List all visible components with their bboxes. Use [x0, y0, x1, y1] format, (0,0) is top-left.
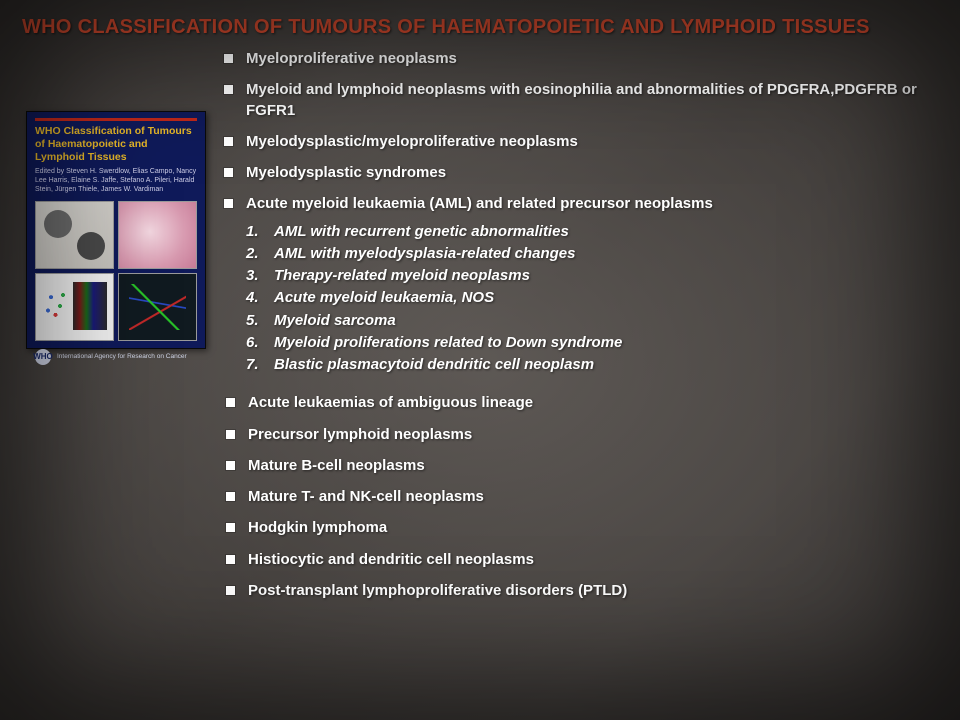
book-footer-text: International Agency for Research on Can… [57, 353, 187, 361]
item-number: 3. [246, 266, 259, 286]
content-row: WHO Classification of Tumours of Haemato… [22, 49, 938, 389]
bullet-text: Myelodysplastic/myeloproliferative neopl… [246, 133, 578, 150]
list-item: Mature T- and NK-cell neoplasms [226, 487, 938, 507]
list-item: Acute myeloid leukaemia (AML) and relate… [224, 194, 938, 214]
item-text: AML with myelodysplasia-related changes [274, 245, 575, 262]
bullet-text: Myeloproliferative neoplasms [246, 50, 457, 67]
slide-title: WHO CLASSIFICATION OF TUMOURS OF HAEMATO… [22, 16, 938, 39]
bullet-text: Histiocytic and dendritic cell neoplasms [248, 551, 534, 568]
bullet-text: Mature T- and NK-cell neoplasms [248, 488, 484, 505]
bullet-text: Myeloid and lymphoid neoplasms with eosi… [246, 81, 917, 118]
numbered-list: 1. AML with recurrent genetic abnormaliti… [246, 222, 938, 376]
list-item: Histiocytic and dendritic cell neoplasms [226, 550, 938, 570]
item-number: 1. [246, 222, 259, 242]
book-editors: Edited by Steven H. Swerdlow, Elias Camp… [35, 168, 197, 194]
book-image-grid [35, 201, 197, 341]
book-cover-image: WHO Classification of Tumours of Haemato… [26, 111, 206, 349]
bullet-text: Hodgkin lymphoma [248, 519, 387, 536]
list-item: 4. Acute myeloid leukaemia, NOS [246, 288, 938, 308]
list-item: Post-transplant lymphoproliferative diso… [226, 581, 938, 601]
numbered-sub-block: 1. AML with recurrent genetic abnormaliti… [246, 222, 938, 376]
list-item: Myelodysplastic syndromes [224, 163, 938, 183]
book-strip [35, 118, 197, 121]
list-item: Acute leukaemias of ambiguous lineage [226, 393, 938, 413]
item-text: Therapy-related myeloid neoplasms [274, 267, 530, 284]
list-item: Mature B-cell neoplasms [226, 456, 938, 476]
list-item: 6. Myeloid proliferations related to Down… [246, 333, 938, 353]
bullet-text: Acute myeloid leukaemia (AML) and relate… [246, 195, 713, 212]
upper-bullet-list: Myeloproliferative neoplasms Myeloid and… [224, 49, 938, 215]
list-item: 3. Therapy-related myeloid neoplasms [246, 266, 938, 286]
item-number: 7. [246, 355, 259, 375]
book-cell-histology [118, 201, 197, 269]
bullet-text: Myelodysplastic syndromes [246, 164, 446, 181]
item-text: Acute myeloid leukaemia, NOS [274, 289, 494, 306]
item-text: Blastic plasmacytoid dendritic cell neop… [274, 356, 594, 373]
list-item: Hodgkin lymphoma [226, 518, 938, 538]
list-item: Myelodysplastic/myeloproliferative neopl… [224, 132, 938, 152]
list-item: 2. AML with myelodysplasia-related change… [246, 244, 938, 264]
book-footer: WHO International Agency for Research on… [35, 349, 197, 365]
bullet-text: Acute leukaemias of ambiguous lineage [248, 394, 533, 411]
item-number: 6. [246, 333, 259, 353]
slide-container: WHO CLASSIFICATION OF TUMOURS OF HAEMATO… [0, 0, 960, 720]
item-number: 4. [246, 288, 259, 308]
item-number: 2. [246, 244, 259, 264]
book-cell-ct [35, 201, 114, 269]
item-text: Myeloid sarcoma [274, 312, 396, 329]
lower-list-block: Acute leukaemias of ambiguous lineage Pr… [226, 393, 938, 601]
list-item: Precursor lymphoid neoplasms [226, 425, 938, 445]
book-cell-karyotype [118, 273, 197, 341]
item-text: Myeloid proliferations related to Down s… [274, 334, 622, 351]
upper-list-block: Myeloproliferative neoplasms Myeloid and… [224, 49, 938, 389]
book-title: WHO Classification of Tumours of Haemato… [35, 125, 197, 164]
lower-bullet-list: Acute leukaemias of ambiguous lineage Pr… [226, 393, 938, 601]
bullet-text: Precursor lymphoid neoplasms [248, 426, 472, 443]
item-text: AML with recurrent genetic abnormalities [274, 223, 569, 240]
list-item: Myeloid and lymphoid neoplasms with eosi… [224, 80, 938, 121]
book-cell-flow [35, 273, 114, 341]
bullet-text: Post-transplant lymphoproliferative diso… [248, 582, 627, 599]
item-number: 5. [246, 311, 259, 331]
bullet-text: Mature B-cell neoplasms [248, 457, 425, 474]
list-item: 5. Myeloid sarcoma [246, 311, 938, 331]
list-item: 1. AML with recurrent genetic abnormaliti… [246, 222, 938, 242]
list-item: 7. Blastic plasmacytoid dendritic cell ne… [246, 355, 938, 375]
list-item: Myeloproliferative neoplasms [224, 49, 938, 69]
who-logo-icon: WHO [35, 349, 51, 365]
